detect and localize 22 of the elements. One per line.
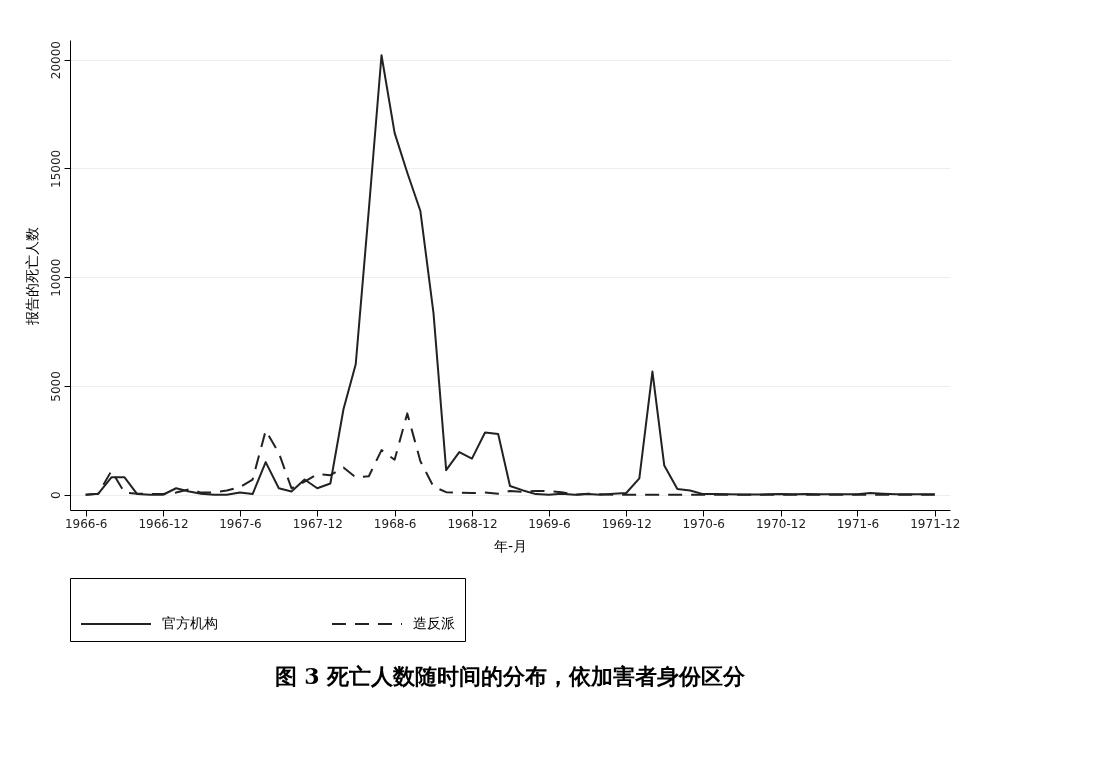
- x-tick-label: 1970-12: [755, 516, 807, 531]
- y-tick-label: 0: [48, 491, 63, 500]
- y-tick-label: 10000: [48, 258, 63, 297]
- legend-label: 造反派: [413, 615, 455, 631]
- y-axis-title: 报告的死亡人数: [23, 226, 40, 326]
- y-tick-label: 5000: [48, 371, 63, 402]
- x-tick-label: 1968-6: [373, 516, 417, 531]
- x-tick-label: 1969-12: [601, 516, 652, 531]
- x-tick-label: 1971-6: [836, 516, 880, 531]
- x-axis-title: 年-月: [493, 537, 528, 554]
- text: 图 3 死亡人数随时间的分布，依加害者身份区分: [274, 662, 747, 689]
- x-tick-label: 1969-6: [528, 516, 571, 531]
- x-tick-label: 1966-6: [64, 516, 108, 531]
- x-tick-label: 1967-6: [219, 516, 262, 531]
- x-tick-label: 1970-6: [682, 516, 725, 531]
- y-tick-label: 15000: [48, 149, 63, 188]
- legend-label: 官方机构: [162, 615, 218, 631]
- x-tick-label: 1971-12: [910, 516, 961, 531]
- x-tick-label: 1966-12: [138, 516, 189, 531]
- x-tick-label: 1967-12: [292, 516, 343, 531]
- y-tick-label: 20000: [48, 40, 63, 80]
- x-tick-label: 1968-12: [447, 516, 498, 531]
